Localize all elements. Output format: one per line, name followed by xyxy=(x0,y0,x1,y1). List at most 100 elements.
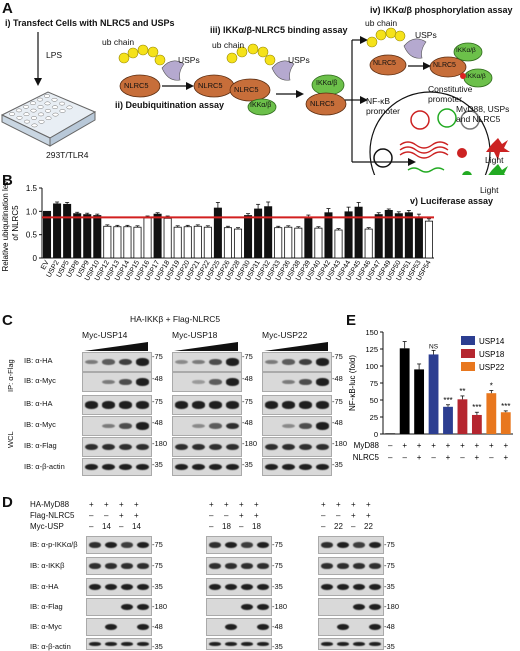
band xyxy=(136,463,149,471)
nlrc5-shape-4 xyxy=(305,92,347,116)
band xyxy=(120,583,134,591)
pm-nlrc5: – xyxy=(89,511,94,520)
band xyxy=(265,443,278,451)
band xyxy=(240,603,254,611)
band xyxy=(224,583,238,591)
bar-USP40 xyxy=(314,227,323,259)
dose-wedge-shape xyxy=(84,342,148,351)
band xyxy=(299,422,312,430)
light-label-1: Light xyxy=(485,155,504,165)
mw-marker-c: -48 xyxy=(332,374,343,383)
blot-c-2-2 xyxy=(262,395,332,415)
band xyxy=(265,401,278,409)
significance-label: NS xyxy=(429,343,439,350)
blot-d-5-1 xyxy=(206,638,272,650)
plate-well xyxy=(23,112,30,117)
panel-b-letter: B xyxy=(2,172,13,189)
plate-well xyxy=(37,112,45,117)
band xyxy=(120,642,134,646)
step2-label: ii) Deubiquitination assay xyxy=(115,100,225,110)
band xyxy=(282,443,295,451)
pm-nlrc5-e: + xyxy=(503,453,508,462)
pm-nlrc5: + xyxy=(366,511,371,520)
mw-marker-c: -180 xyxy=(242,439,258,448)
band xyxy=(136,583,150,591)
mw-marker-d: -75 xyxy=(384,540,395,549)
pm-nlrc5-e: + xyxy=(417,453,422,462)
bar-USP36 xyxy=(284,226,293,259)
y-tick-label: 0.5 xyxy=(26,231,38,240)
pm-usp: 22 xyxy=(364,522,373,531)
lps-label: LPS xyxy=(46,50,63,60)
usps-label-2: USPs xyxy=(288,55,310,65)
band xyxy=(316,463,329,471)
pm-myd88: + xyxy=(254,500,259,509)
row-label-myd88: MyD88 xyxy=(354,441,380,450)
blot-d-0-2 xyxy=(318,536,384,554)
band xyxy=(209,443,222,451)
blot-d-1-0 xyxy=(86,557,152,575)
band xyxy=(119,378,132,386)
bar-USP21 xyxy=(193,225,202,259)
band xyxy=(226,443,239,451)
band xyxy=(336,623,350,631)
band xyxy=(316,378,329,386)
band xyxy=(336,562,350,570)
bar-USP18 xyxy=(163,217,172,259)
blot-c-5-2 xyxy=(262,458,332,476)
usps-label-3: USPs xyxy=(415,30,437,40)
panel-c-header: HA-IKKβ + Flag-NLRC5 xyxy=(130,314,221,324)
blot-c-0-2 xyxy=(262,352,332,372)
pm-nlrc5-e: + xyxy=(475,453,480,462)
band xyxy=(336,541,350,549)
band xyxy=(192,443,205,451)
blot-c-2-1 xyxy=(172,395,242,415)
mw-marker-d: -48 xyxy=(152,622,163,631)
pm-nlrc5: + xyxy=(239,511,244,520)
plate-well xyxy=(45,116,52,121)
band xyxy=(102,379,115,385)
pm-usp: – xyxy=(239,522,244,531)
band xyxy=(175,359,188,365)
band xyxy=(226,378,239,386)
pm-nlrc5: – xyxy=(336,511,341,520)
band xyxy=(102,401,115,409)
pm-myd88-e: + xyxy=(503,441,508,450)
mw-marker-d: -180 xyxy=(384,602,400,611)
lps-arrowhead xyxy=(34,78,42,86)
bar-USP9 xyxy=(83,214,92,259)
band xyxy=(320,562,334,570)
band xyxy=(320,642,334,646)
band xyxy=(209,463,222,471)
band xyxy=(136,541,150,549)
band xyxy=(208,541,222,549)
ub-ball xyxy=(236,46,248,58)
pm-myd88-e: + xyxy=(446,441,451,450)
pm-myd88: + xyxy=(239,500,244,509)
mw-marker-c: -75 xyxy=(152,352,163,361)
band xyxy=(102,463,115,471)
band xyxy=(265,359,278,365)
wcl-label: WCL xyxy=(6,431,15,448)
y-tick-label: 75 xyxy=(370,379,378,388)
band xyxy=(226,422,239,430)
band xyxy=(224,562,238,570)
ub-ball xyxy=(154,54,166,66)
blot-d-2-0 xyxy=(86,578,152,596)
bar-e xyxy=(486,393,497,434)
bar-USP15 xyxy=(133,226,142,259)
band xyxy=(136,642,150,646)
bar-USP50 xyxy=(394,213,403,259)
band xyxy=(256,541,270,549)
pm-myd88-e: – xyxy=(388,441,393,450)
ub-chain-label-1: ub chain xyxy=(102,37,135,47)
pm-myd88: + xyxy=(104,500,109,509)
mw-marker-d: -180 xyxy=(152,602,168,611)
mw-marker-c: -35 xyxy=(332,460,343,469)
band xyxy=(299,401,312,409)
bar-USP10 xyxy=(93,215,102,259)
blot-d-4-2 xyxy=(318,618,384,636)
plate-well xyxy=(30,108,37,113)
band xyxy=(136,358,149,366)
